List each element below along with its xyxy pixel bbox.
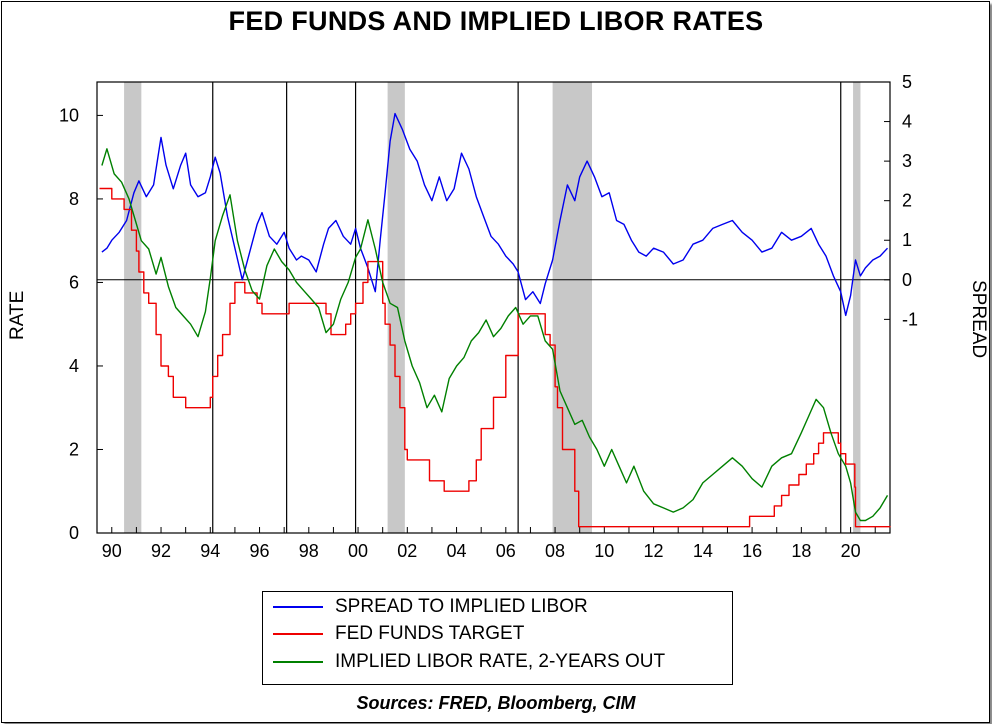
y2-tick-label: -1 [902,309,918,329]
x-tick-label: 98 [299,541,319,561]
y2-axis-title: SPREAD [968,280,989,359]
y2-tick-label: 4 [902,112,912,132]
x-tick-label: 08 [545,541,565,561]
y-axis-title: RATE [7,290,28,340]
y-tick-label: 2 [69,439,79,459]
legend: SPREAD TO IMPLIED LIBOR FED FUNDS TARGET… [262,591,733,685]
x-tick-label: 16 [742,541,762,561]
x-tick-label: 94 [200,541,220,561]
series-libor-line [101,148,889,522]
recession-band [124,82,142,533]
axes [96,81,891,534]
y-tick-label: 4 [69,356,79,376]
x-tick-label: 04 [447,541,467,561]
series-spread-line [101,112,889,317]
legend-label-libor: IMPLIED LIBOR RATE, 2-YEARS OUT [335,651,666,672]
x-tick-label: 18 [791,541,811,561]
legend-label-spread: SPREAD TO IMPLIED LIBOR [335,596,588,617]
source-note: Sources: FRED, Bloomberg, CIM [356,693,636,713]
recession-shading [124,82,861,533]
x-tick-label: 96 [250,541,270,561]
x-tick-label: 06 [496,541,516,561]
legend-swatch-fed-funds [273,633,323,635]
series-fed-funds-line [99,187,891,528]
chart-title: FED FUNDS AND IMPLIED LIBOR RATES [228,6,764,36]
legend-item-libor: IMPLIED LIBOR RATE, 2-YEARS OUT [263,649,732,675]
y2-tick-label: 1 [902,230,912,250]
x-tick-label: 14 [693,541,713,561]
y-tick-label: 10 [59,105,79,125]
legend-label-fed-funds: FED FUNDS TARGET [335,623,525,644]
y2-tick-label: 5 [902,72,912,92]
plot-border [96,81,891,534]
x-tick-label: 12 [644,541,664,561]
legend-swatch-spread [273,606,323,608]
x-tick-label: 10 [594,541,614,561]
vertical-markers [212,82,842,533]
tick-labels: 90 92 94 96 98 00 02 04 06 08 10 12 14 16 18 200246810-… [59,72,918,561]
x-tick-label: 20 [841,541,861,561]
y-tick-label: 0 [69,523,79,543]
legend-swatch-libor [273,661,323,663]
y-tick-label: 6 [69,272,79,292]
y2-tick-label: 0 [902,270,912,290]
x-tick-label: 90 [102,541,122,561]
y-tick-label: 8 [69,189,79,209]
series-lines [99,112,891,528]
x-tick-label: 00 [348,541,368,561]
recession-band [552,82,593,533]
legend-item-fed-funds: FED FUNDS TARGET [263,621,732,647]
legend-item-spread: SPREAD TO IMPLIED LIBOR [263,594,732,620]
recession-band [853,82,861,533]
y2-tick-label: 3 [902,151,912,171]
y2-tick-label: 2 [902,191,912,211]
x-tick-label: 02 [397,541,417,561]
x-tick-label: 92 [151,541,171,561]
